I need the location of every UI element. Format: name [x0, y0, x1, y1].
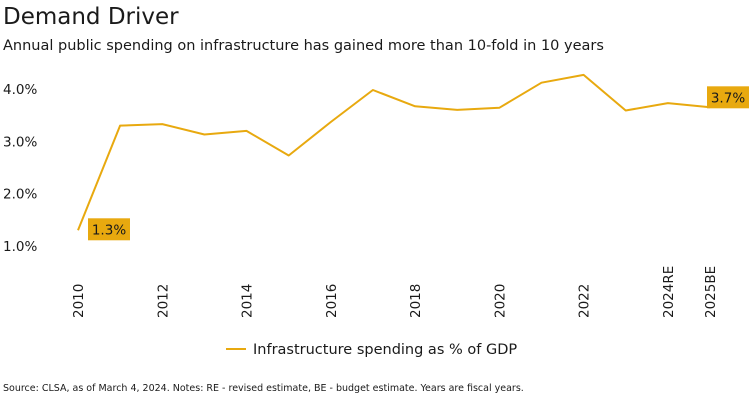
chart-title: Demand Driver: [3, 4, 179, 30]
line-chart: 1.0% 2.0% 3.0% 4.0% 2010 2012 2014 2016 2018 2020…: [3, 73, 749, 358]
x-tick-label: 2025BE: [703, 266, 719, 318]
x-tick-label: 2020: [492, 284, 508, 318]
chart-subtitle: Annual public spending on infrastructure…: [3, 38, 604, 54]
value-callout-label: 3.7%: [711, 90, 745, 106]
x-tick-label: 2012: [155, 284, 171, 318]
value-callout-box: [707, 86, 749, 109]
source-note: Source: CLSA, as of March 4, 2024. Notes…: [3, 383, 524, 394]
legend-label: Infrastructure spending as % of GDP: [253, 342, 517, 358]
y-tick-label: 2.0%: [3, 187, 37, 203]
y-tick-label: 1.0%: [3, 239, 37, 255]
x-tick-label: 2014: [240, 284, 256, 318]
x-tick-label: 2022: [577, 284, 593, 318]
x-tick-label: 2018: [408, 284, 424, 318]
series-line: [77, 73, 711, 231]
value-callout-label: 1.3%: [92, 222, 126, 238]
value-callout-box: [88, 218, 130, 241]
x-tick-label: 2010: [71, 284, 87, 318]
x-tick-label: 2024RE: [661, 266, 677, 318]
y-tick-label: 4.0%: [3, 82, 37, 98]
y-tick-label: 3.0%: [3, 134, 37, 150]
x-tick-label: 2016: [324, 284, 340, 318]
